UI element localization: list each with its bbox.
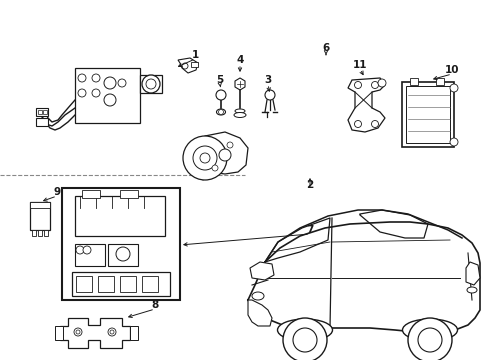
Ellipse shape — [466, 287, 476, 293]
Text: 10: 10 — [444, 65, 458, 75]
Ellipse shape — [277, 319, 332, 341]
Ellipse shape — [402, 319, 457, 341]
Text: 9: 9 — [53, 187, 61, 197]
Ellipse shape — [234, 112, 245, 117]
Bar — [38, 110, 42, 114]
Bar — [36, 118, 48, 126]
Bar — [43, 110, 47, 114]
Circle shape — [200, 153, 209, 163]
Circle shape — [76, 330, 80, 334]
Text: 3: 3 — [264, 75, 271, 85]
Polygon shape — [247, 300, 271, 326]
Circle shape — [83, 246, 91, 254]
Circle shape — [283, 318, 326, 360]
Circle shape — [449, 84, 457, 92]
Bar — [130, 326, 138, 340]
Bar — [191, 62, 198, 67]
Text: 1: 1 — [191, 50, 198, 60]
Bar — [142, 276, 158, 292]
Text: 11: 11 — [352, 60, 366, 70]
Bar — [401, 82, 453, 147]
Circle shape — [226, 142, 232, 148]
Bar — [75, 68, 140, 123]
Polygon shape — [198, 132, 247, 180]
Circle shape — [118, 79, 126, 87]
Bar — [75, 244, 105, 266]
Circle shape — [78, 74, 86, 82]
Bar — [62, 188, 180, 300]
Bar — [405, 86, 449, 143]
Text: 5: 5 — [216, 75, 223, 85]
Circle shape — [212, 165, 218, 171]
Polygon shape — [465, 262, 479, 285]
Ellipse shape — [251, 292, 264, 300]
Bar — [140, 75, 162, 93]
Polygon shape — [235, 78, 244, 90]
Circle shape — [92, 89, 100, 97]
Circle shape — [264, 90, 274, 100]
Circle shape — [354, 121, 361, 127]
Circle shape — [183, 136, 226, 180]
Circle shape — [78, 89, 86, 97]
Bar — [108, 244, 138, 266]
Circle shape — [76, 246, 84, 254]
Circle shape — [216, 90, 225, 100]
Bar — [72, 272, 170, 296]
Circle shape — [182, 63, 187, 69]
Circle shape — [108, 328, 116, 336]
Circle shape — [218, 109, 223, 114]
Circle shape — [142, 75, 160, 93]
Bar — [98, 276, 114, 292]
Circle shape — [219, 149, 230, 161]
Text: 2: 2 — [306, 180, 313, 190]
Circle shape — [371, 121, 378, 127]
Circle shape — [110, 330, 114, 334]
Bar — [409, 78, 417, 85]
Circle shape — [104, 77, 116, 89]
Circle shape — [377, 79, 385, 87]
Text: 6: 6 — [322, 43, 329, 53]
Circle shape — [74, 328, 82, 336]
Bar — [435, 78, 443, 85]
Circle shape — [104, 94, 116, 106]
Bar — [30, 202, 50, 230]
Bar — [44, 230, 48, 236]
Circle shape — [371, 81, 378, 89]
Bar — [76, 276, 92, 292]
Circle shape — [92, 74, 100, 82]
Bar — [32, 230, 36, 236]
Ellipse shape — [216, 109, 225, 115]
Polygon shape — [178, 58, 198, 73]
Circle shape — [146, 79, 156, 89]
Polygon shape — [60, 318, 130, 348]
Circle shape — [193, 146, 217, 170]
Circle shape — [449, 138, 457, 146]
Polygon shape — [347, 78, 384, 132]
Circle shape — [116, 247, 130, 261]
Bar — [38, 230, 42, 236]
Bar — [36, 108, 48, 116]
Polygon shape — [249, 262, 273, 280]
Text: 4: 4 — [236, 55, 243, 65]
Text: 8: 8 — [151, 300, 158, 310]
Text: 7: 7 — [305, 225, 313, 235]
Circle shape — [417, 328, 441, 352]
Circle shape — [354, 81, 361, 89]
Circle shape — [407, 318, 451, 360]
Circle shape — [292, 328, 316, 352]
Bar — [30, 202, 50, 208]
Bar — [120, 190, 138, 198]
Bar — [75, 196, 164, 236]
Bar — [120, 276, 136, 292]
Bar — [82, 190, 100, 198]
Ellipse shape — [235, 109, 244, 113]
Bar — [55, 326, 63, 340]
